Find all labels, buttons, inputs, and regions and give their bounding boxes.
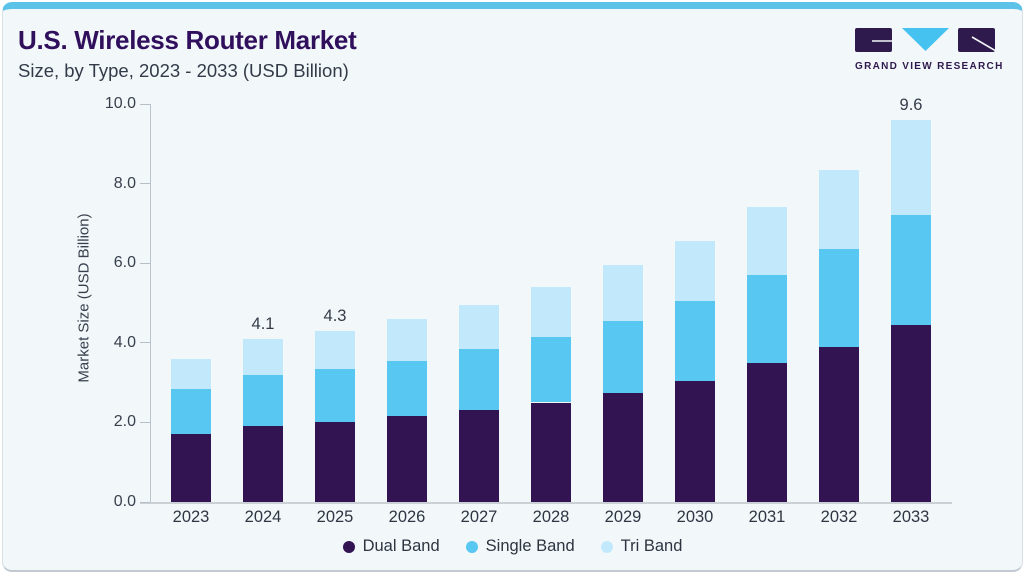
y-tick-mark-2.0: [140, 421, 150, 423]
bar-segment-tri-band-2024: [243, 338, 283, 375]
bar-total-label-2024: 4.1: [251, 314, 275, 333]
gvr-logo-icon: [855, 28, 997, 52]
bar-segment-tri-band-2026: [387, 318, 427, 361]
legend-item-dual-band: Dual Band: [342, 537, 440, 556]
bar-segment-dual-band-2028: [531, 402, 571, 502]
legend-item-tri-band: Tri Band: [600, 537, 683, 556]
x-tick-label-2025: 2025: [316, 508, 354, 526]
header: U.S. Wireless Router Market Size, by Typ…: [18, 25, 357, 82]
x-tick-label-2023: 2023: [172, 508, 210, 526]
bar-segment-dual-band-2030: [675, 380, 715, 502]
legend-label-single-band: Single Band: [485, 537, 575, 555]
y-tick-mark-10.0: [140, 103, 150, 105]
bar-segment-single-band-2031: [747, 275, 787, 363]
y-tick-mark-6.0: [140, 262, 150, 264]
bar-segment-dual-band-2033: [891, 324, 931, 502]
bar-segment-single-band-2023: [171, 388, 211, 435]
x-tick-label-2033: 2033: [892, 508, 930, 526]
bar-segment-tri-band-2025: [315, 330, 355, 369]
bar-segment-single-band-2025: [315, 368, 355, 423]
x-tick-label-2028: 2028: [532, 508, 570, 526]
legend-item-single-band: Single Band: [465, 537, 575, 556]
bar-segment-single-band-2029: [603, 320, 643, 393]
bar-segment-tri-band-2030: [675, 241, 715, 301]
bar-segment-single-band-2024: [243, 374, 283, 427]
bar-total-label-2025: 4.3: [323, 306, 347, 325]
y-tick-label-6.0: 6.0: [113, 254, 136, 272]
x-tick-label-2024: 2024: [244, 508, 282, 526]
y-tick-label-10.0: 10.0: [104, 95, 136, 112]
bar-segment-dual-band-2027: [459, 410, 499, 502]
bar-segment-dual-band-2029: [603, 392, 643, 502]
bar-segment-single-band-2032: [819, 249, 859, 347]
y-tick-label-2.0: 2.0: [113, 413, 136, 431]
bar-total-label-2033: 9.6: [899, 95, 923, 114]
bar-segment-tri-band-2032: [819, 169, 859, 250]
y-tick-mark-4.0: [140, 342, 150, 344]
bar-segment-single-band-2033: [891, 215, 931, 325]
x-tick-label-2030: 2030: [676, 508, 714, 526]
x-tick-label-2031: 2031: [748, 508, 786, 526]
bar-segment-tri-band-2029: [603, 265, 643, 321]
legend-label-dual-band: Dual Band: [362, 537, 440, 555]
logo-text: GRAND VIEW RESEARCH: [855, 61, 1004, 72]
bar-segment-dual-band-2026: [387, 416, 427, 502]
y-tick-label-8.0: 8.0: [113, 174, 136, 192]
x-tick-label-2027: 2027: [460, 508, 498, 526]
y-tick-mark-8.0: [140, 183, 150, 185]
x-tick-label-2032: 2032: [820, 508, 858, 526]
y-tick-label-4.0: 4.0: [113, 333, 136, 351]
y-tick-mark-0.0: [140, 501, 150, 503]
bar-segment-tri-band-2031: [747, 207, 787, 276]
y-axis-line: [150, 104, 151, 502]
x-tick-label-2029: 2029: [604, 508, 642, 526]
bar-segment-single-band-2030: [675, 301, 715, 381]
bar-segment-tri-band-2028: [531, 287, 571, 337]
bar-segment-tri-band-2027: [459, 304, 499, 349]
bar-segment-dual-band-2032: [819, 346, 859, 502]
legend-swatch-dual-band-icon: [342, 540, 355, 553]
legend: Dual Band Single Band Tri Band: [0, 537, 1025, 556]
bar-segment-dual-band-2024: [243, 426, 283, 502]
x-axis-line: [140, 502, 952, 504]
legend-swatch-tri-band-icon: [600, 540, 613, 553]
x-tick-label-2026: 2026: [388, 508, 426, 526]
page-title: U.S. Wireless Router Market: [18, 25, 357, 55]
page-subtitle: Size, by Type, 2023 - 2033 (USD Billion): [18, 59, 349, 81]
bar-segment-dual-band-2025: [315, 422, 355, 502]
bar-segment-single-band-2027: [459, 348, 499, 411]
legend-swatch-single-band-icon: [465, 540, 478, 553]
y-axis-title: Market Size (USD Billion): [75, 213, 93, 383]
bar-segment-single-band-2028: [531, 336, 571, 403]
bar-segment-single-band-2026: [387, 360, 427, 417]
bar-segment-dual-band-2031: [747, 362, 787, 502]
legend-label-tri-band: Tri Band: [620, 537, 683, 555]
y-tick-label-0.0: 0.0: [113, 493, 136, 510]
grand-view-research-logo: GRAND VIEW RESEARCH: [855, 28, 1004, 72]
bar-segment-tri-band-2023: [171, 358, 211, 389]
bar-segment-tri-band-2033: [891, 119, 931, 216]
bar-segment-dual-band-2023: [171, 434, 211, 502]
